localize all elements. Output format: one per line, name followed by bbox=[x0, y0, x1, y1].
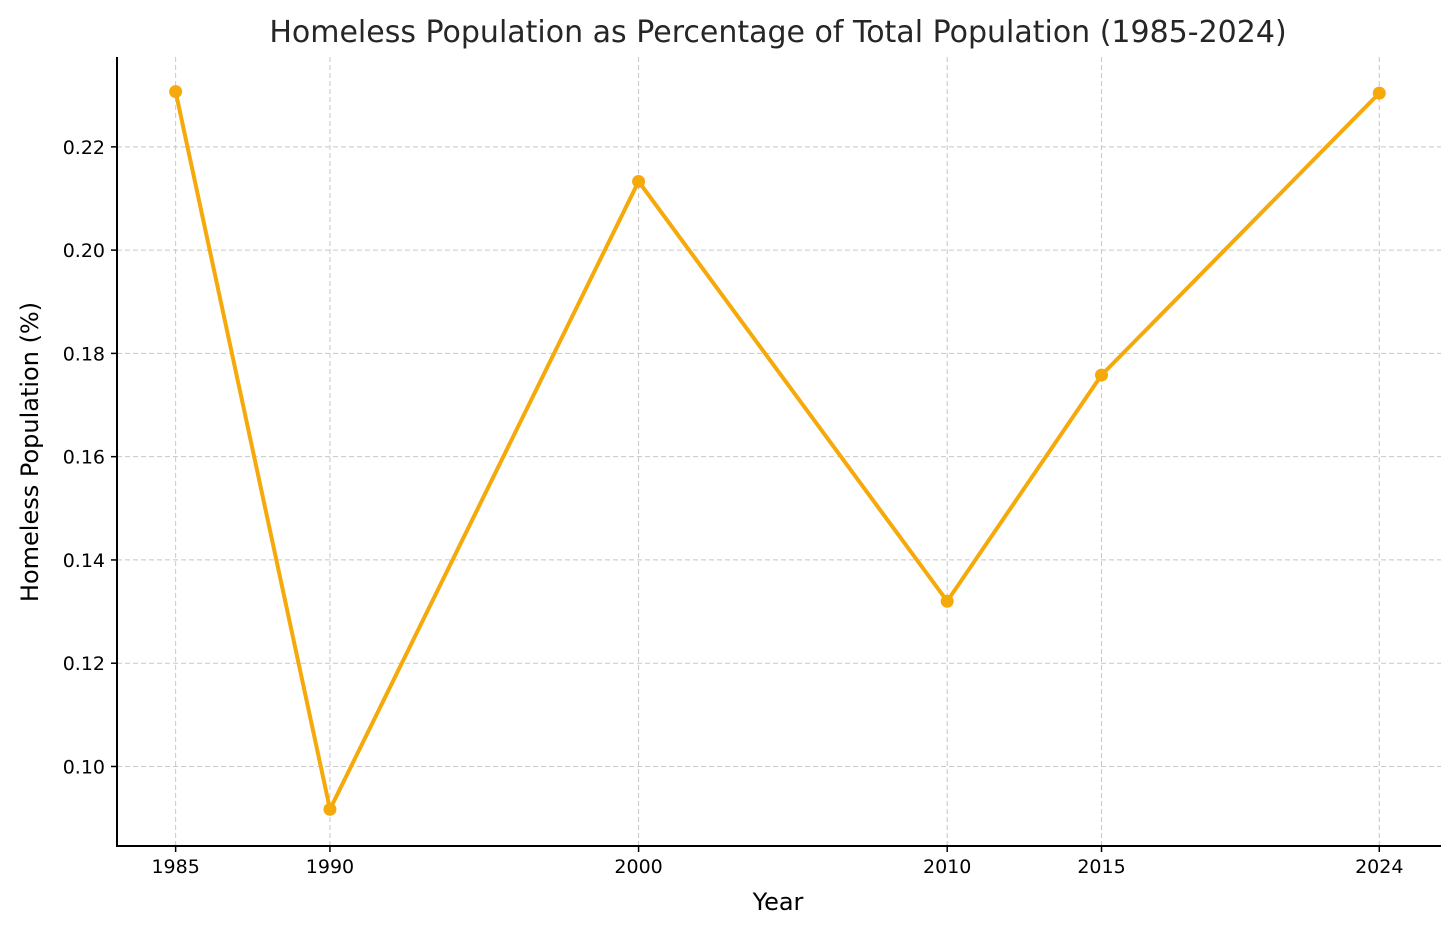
y-tick-label: 0.16 bbox=[63, 447, 105, 469]
y-axis-ticks: 0.10 0.12 0.14 0.16 0.18 0.20 0.22 bbox=[63, 137, 117, 778]
x-tick-label: 2024 bbox=[1355, 856, 1403, 878]
y-tick-label: 0.12 bbox=[63, 653, 105, 675]
x-axis-ticks: 1985 1990 2000 2010 2015 2024 bbox=[151, 846, 1403, 878]
x-axis-label: Year bbox=[752, 888, 804, 916]
y-tick-label: 0.20 bbox=[63, 240, 105, 262]
x-tick-label: 1990 bbox=[306, 856, 354, 878]
y-tick-label: 0.18 bbox=[63, 343, 105, 365]
y-tick-label: 0.22 bbox=[63, 137, 105, 159]
grid-lines bbox=[117, 57, 1441, 846]
x-tick-label: 2000 bbox=[614, 856, 662, 878]
data-point bbox=[1095, 368, 1109, 382]
data-point bbox=[632, 174, 646, 188]
data-point bbox=[1372, 86, 1386, 100]
y-axis-label: Homeless Population (%) bbox=[16, 302, 44, 602]
x-tick-label: 2015 bbox=[1077, 856, 1125, 878]
series-layer bbox=[169, 85, 1386, 816]
y-tick-label: 0.10 bbox=[63, 756, 105, 778]
y-tick-label: 0.14 bbox=[63, 550, 105, 572]
x-tick-label: 1985 bbox=[151, 856, 199, 878]
chart-title: Homeless Population as Percentage of Tot… bbox=[269, 15, 1286, 50]
series-line bbox=[173, 89, 1382, 816]
x-tick-label: 2010 bbox=[923, 856, 971, 878]
data-point bbox=[169, 85, 183, 99]
data-point bbox=[323, 802, 337, 816]
data-point bbox=[940, 594, 954, 608]
